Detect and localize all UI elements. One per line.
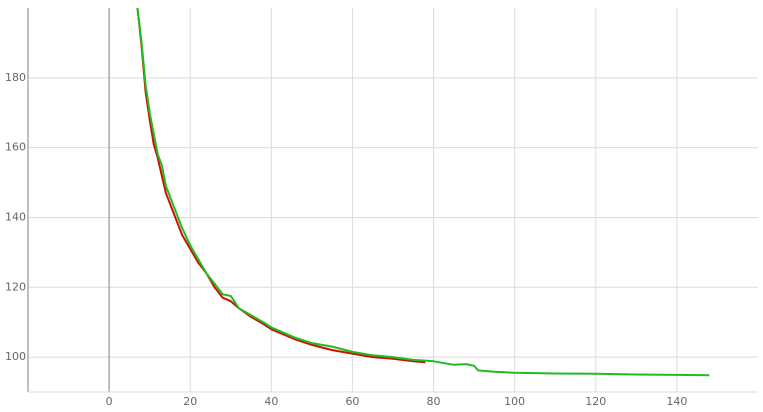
x-tick-label: 60 <box>345 395 359 408</box>
x-tick-label: 20 <box>183 395 197 408</box>
y-tick-label: 160 <box>5 141 26 154</box>
grid <box>28 8 758 392</box>
x-tick-label: 80 <box>427 395 441 408</box>
x-tick-label: 40 <box>264 395 278 408</box>
lines <box>136 8 710 377</box>
series-line <box>136 8 426 364</box>
x-tick-label: 0 <box>106 395 113 408</box>
y-tick-label: 140 <box>5 210 26 223</box>
y-tick-label: 100 <box>5 350 26 363</box>
y-tick-label: 120 <box>5 280 26 293</box>
series-line <box>136 8 710 377</box>
x-tick-label: 120 <box>585 395 606 408</box>
x-tick-label: 140 <box>666 395 687 408</box>
y-tick-label: 180 <box>5 71 26 84</box>
x-tick-label: 100 <box>504 395 525 408</box>
